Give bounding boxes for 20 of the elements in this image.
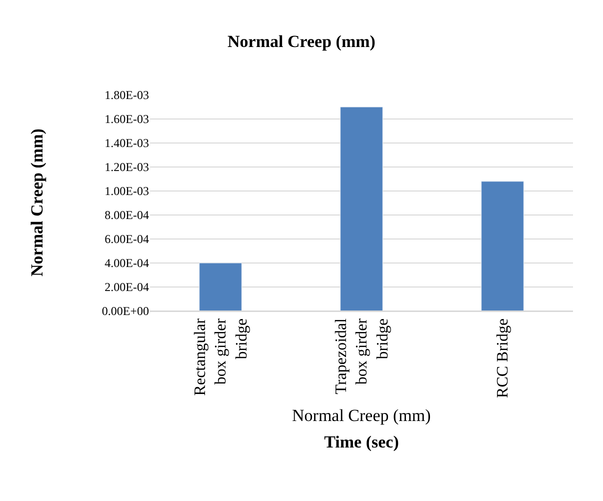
- bar: [340, 106, 383, 311]
- y-tick-label: 0.00E+00: [102, 304, 149, 318]
- y-tick-label: 1.20E-03: [104, 160, 149, 174]
- text: Normal Creep (mm): [292, 406, 431, 425]
- y-tick-label: 2.00E-04: [104, 280, 149, 294]
- y-tick-label: 1.80E-03: [104, 88, 149, 102]
- y-tick-label: 6.00E-04: [104, 232, 149, 246]
- chart-title: Normal Creep (mm): [228, 32, 376, 51]
- x-tick-label: Rectangular box girder bridge: [192, 318, 250, 396]
- y-tick-label: 1.40E-03: [104, 136, 149, 150]
- y-tick-label: 1.00E-03: [104, 184, 149, 198]
- bar: [199, 262, 242, 311]
- x-tick-label: Trapezoidal box girder bridge: [332, 318, 392, 394]
- y-axis-title: Normal Creep (mm): [28, 128, 46, 276]
- y-tick-label: 4.00E-04: [104, 256, 149, 270]
- x-tick-label: RCC Bridge: [494, 318, 512, 398]
- y-tick-label: 1.60E-03: [104, 112, 149, 126]
- x-axis-title: Time (sec): [324, 432, 399, 452]
- y-tick-label: 8.00E-04: [104, 208, 149, 222]
- bar: [481, 181, 524, 311]
